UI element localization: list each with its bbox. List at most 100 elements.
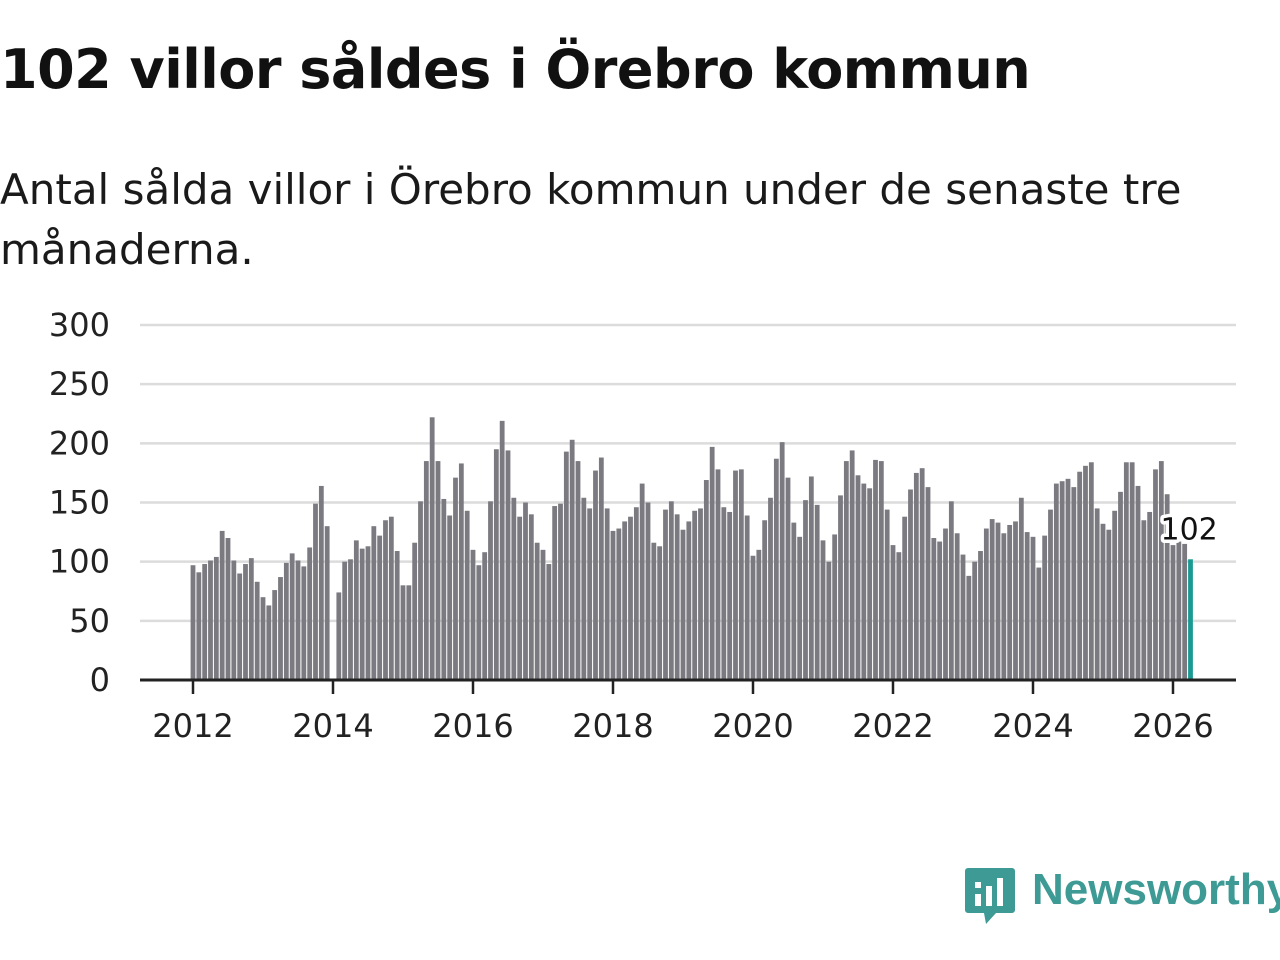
bar — [1118, 491, 1123, 680]
bar — [208, 560, 213, 680]
bar — [639, 483, 645, 680]
bar — [295, 560, 301, 680]
bar — [925, 487, 931, 680]
bar — [1001, 533, 1007, 680]
bar — [301, 566, 307, 680]
bar — [1007, 524, 1013, 680]
bar — [318, 485, 324, 680]
bar — [499, 420, 505, 680]
bar — [814, 504, 820, 680]
bar — [954, 533, 960, 680]
bar — [248, 558, 254, 680]
bar — [622, 521, 628, 680]
bar — [365, 546, 371, 680]
bar — [569, 439, 575, 680]
bar — [1094, 508, 1100, 680]
bar — [342, 561, 348, 680]
bar — [505, 450, 511, 680]
bar — [377, 535, 383, 680]
bar — [400, 585, 406, 680]
bar — [581, 497, 587, 680]
bar-latest — [1188, 559, 1193, 680]
bar — [243, 564, 248, 680]
bar — [1077, 471, 1083, 680]
bar — [1036, 567, 1042, 680]
bar — [546, 564, 552, 680]
bar — [750, 555, 756, 680]
bar — [260, 597, 266, 680]
bar-chart: 0 50 100 150 200 250 300 2012 2014 2016 2018 2020 20… — [49, 306, 1236, 745]
bar — [511, 497, 517, 680]
bar — [668, 501, 674, 680]
bar — [733, 470, 738, 680]
bar — [721, 507, 727, 680]
newsworthy-logo-icon — [965, 868, 1015, 924]
bar — [1083, 465, 1088, 680]
bar — [861, 483, 867, 680]
bar — [727, 511, 733, 680]
bar — [388, 516, 394, 680]
bar — [633, 507, 639, 680]
bar — [820, 540, 826, 680]
bar — [1088, 462, 1094, 680]
bar — [289, 553, 295, 680]
bar — [943, 528, 948, 680]
bar — [878, 461, 884, 680]
x-tick-label: 2016 — [432, 707, 513, 745]
y-tick-label: 100 — [49, 543, 110, 581]
bar — [826, 561, 832, 680]
bar — [394, 551, 400, 680]
x-tick-label: 2014 — [292, 707, 373, 745]
bar — [703, 480, 709, 680]
bar — [832, 534, 838, 680]
bar — [709, 446, 715, 680]
bar — [1053, 483, 1059, 680]
bar — [406, 585, 412, 680]
bar — [686, 521, 692, 680]
bar — [523, 502, 528, 680]
bar — [1112, 510, 1118, 680]
bar — [517, 516, 523, 680]
bar — [202, 564, 208, 680]
y-tick-label: 0 — [90, 661, 110, 699]
bar — [610, 530, 616, 680]
page-title: 102 villor såldes i Örebro kommun — [0, 38, 1031, 101]
x-tick-label: 2024 — [992, 707, 1073, 745]
bar — [948, 501, 954, 680]
bar — [680, 529, 686, 680]
bar — [476, 565, 482, 680]
bar — [913, 472, 919, 680]
x-tick-label: 2022 — [852, 707, 933, 745]
bar — [307, 547, 313, 680]
bar — [1030, 536, 1036, 680]
bar — [493, 449, 499, 680]
bar — [1042, 535, 1048, 680]
bar — [896, 552, 902, 680]
bar — [849, 450, 855, 680]
bar — [1123, 462, 1129, 680]
bar — [237, 573, 243, 680]
bar — [1170, 545, 1176, 680]
bar — [313, 503, 318, 680]
bar — [453, 477, 458, 680]
bar — [773, 458, 779, 680]
bar — [540, 549, 546, 680]
bar — [225, 538, 231, 680]
y-tick-label: 200 — [49, 424, 110, 462]
bar — [937, 541, 943, 680]
x-tick-label: 2018 — [572, 707, 653, 745]
bar — [651, 542, 657, 680]
bar — [219, 530, 225, 680]
bar — [698, 508, 703, 680]
bar — [867, 488, 873, 680]
bar — [785, 477, 791, 680]
brand-logo: Newsworthy — [964, 864, 1280, 928]
page-subtitle: Antal sålda villor i Örebro kommun under… — [0, 165, 1182, 274]
bar — [552, 506, 558, 680]
bar — [616, 528, 622, 680]
bar — [336, 592, 342, 680]
bar — [435, 461, 441, 680]
bar — [884, 509, 890, 680]
bar — [768, 497, 773, 680]
bar — [797, 536, 803, 680]
